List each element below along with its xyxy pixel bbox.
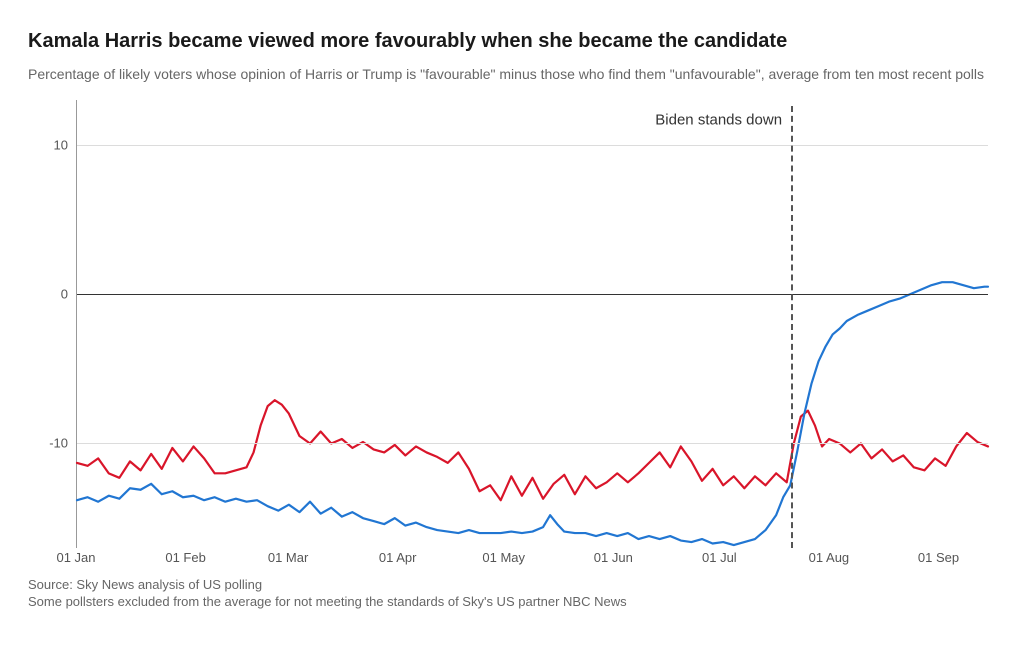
source-line-1: Source: Sky News analysis of US polling bbox=[28, 576, 992, 594]
line-svg bbox=[77, 100, 988, 548]
chart-container: 10 0 -10 Biden stands down 01 Jan 01 Feb 01 … bbox=[28, 100, 988, 570]
gridline bbox=[77, 443, 988, 444]
chart-subtitle: Percentage of likely voters whose opinio… bbox=[28, 65, 988, 84]
series-line-harris bbox=[77, 282, 988, 545]
x-tick-label: 01 Mar bbox=[268, 550, 308, 565]
gridline bbox=[77, 145, 988, 146]
x-axis: 01 Jan01 Feb01 Mar01 Apr01 May01 Jun01 J… bbox=[76, 550, 988, 570]
x-tick-label: 01 Jun bbox=[594, 550, 633, 565]
x-tick-label: 01 Sep bbox=[918, 550, 959, 565]
y-tick-label: 10 bbox=[54, 137, 68, 152]
x-tick-label: 01 Apr bbox=[379, 550, 417, 565]
event-marker-line bbox=[791, 106, 793, 548]
x-tick-label: 01 Jan bbox=[56, 550, 95, 565]
y-tick-label: -10 bbox=[49, 436, 68, 451]
y-tick-label: 0 bbox=[61, 287, 68, 302]
x-tick-label: 01 Feb bbox=[165, 550, 205, 565]
y-axis: 10 0 -10 bbox=[28, 100, 76, 570]
x-tick-label: 01 May bbox=[482, 550, 525, 565]
plot-area: Biden stands down bbox=[76, 100, 988, 548]
chart-footer: Source: Sky News analysis of US polling … bbox=[28, 576, 992, 611]
x-tick-label: 01 Jul bbox=[702, 550, 737, 565]
x-tick-label: 01 Aug bbox=[809, 550, 850, 565]
event-marker-label: Biden stands down bbox=[655, 111, 782, 128]
zero-line bbox=[77, 294, 988, 295]
chart-title: Kamala Harris became viewed more favoura… bbox=[28, 30, 992, 53]
series-line-trump bbox=[77, 400, 988, 500]
source-line-2: Some pollsters excluded from the average… bbox=[28, 593, 992, 611]
